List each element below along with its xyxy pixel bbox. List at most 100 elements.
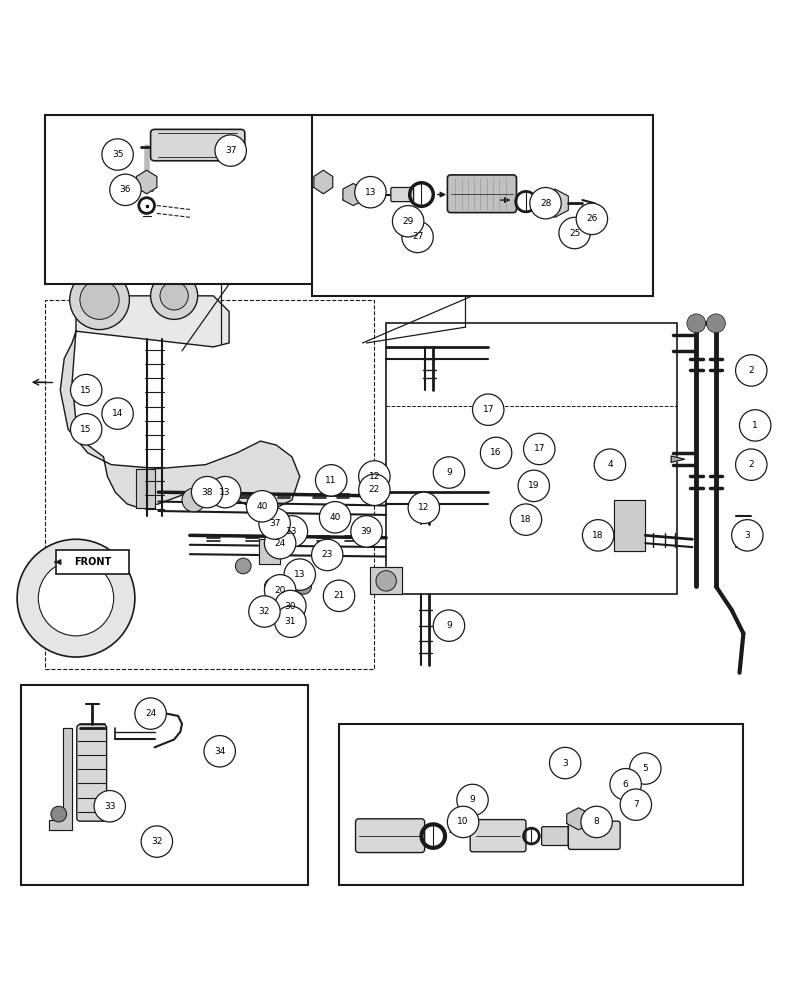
Circle shape xyxy=(247,491,278,522)
Circle shape xyxy=(249,596,281,627)
Text: 30: 30 xyxy=(284,602,296,611)
Text: 13: 13 xyxy=(294,570,306,579)
Circle shape xyxy=(510,504,541,535)
Circle shape xyxy=(265,575,296,606)
Text: 2: 2 xyxy=(749,366,754,375)
Circle shape xyxy=(581,806,612,838)
Circle shape xyxy=(110,174,141,206)
FancyBboxPatch shape xyxy=(470,820,526,852)
Text: 13: 13 xyxy=(365,188,376,197)
Circle shape xyxy=(351,516,382,547)
Text: 31: 31 xyxy=(284,617,296,626)
Circle shape xyxy=(69,270,129,330)
Text: 5: 5 xyxy=(642,764,649,773)
Polygon shape xyxy=(76,296,229,347)
Text: 1: 1 xyxy=(753,421,758,430)
Circle shape xyxy=(376,571,396,591)
Text: 9: 9 xyxy=(470,795,475,804)
Circle shape xyxy=(17,539,135,657)
Circle shape xyxy=(433,457,465,488)
Circle shape xyxy=(687,314,706,333)
Circle shape xyxy=(549,747,581,779)
Text: 13: 13 xyxy=(286,527,298,536)
Text: 12: 12 xyxy=(369,472,380,481)
Circle shape xyxy=(355,176,386,208)
Text: 3: 3 xyxy=(563,759,568,768)
Circle shape xyxy=(191,476,223,508)
Text: 27: 27 xyxy=(412,232,423,241)
Circle shape xyxy=(182,488,206,512)
Circle shape xyxy=(39,560,113,636)
Circle shape xyxy=(530,187,561,219)
Circle shape xyxy=(559,217,590,249)
FancyBboxPatch shape xyxy=(57,550,128,574)
Text: 28: 28 xyxy=(540,199,552,208)
Text: 8: 8 xyxy=(593,817,600,826)
Polygon shape xyxy=(343,184,364,206)
Circle shape xyxy=(151,272,198,319)
Bar xyxy=(311,115,653,296)
Circle shape xyxy=(359,474,390,505)
Circle shape xyxy=(739,410,771,441)
Circle shape xyxy=(448,806,479,838)
Text: 12: 12 xyxy=(418,503,429,512)
Circle shape xyxy=(141,826,173,857)
Text: 40: 40 xyxy=(256,502,268,511)
Text: 37: 37 xyxy=(225,146,236,155)
Text: 32: 32 xyxy=(151,837,162,846)
Polygon shape xyxy=(60,331,299,508)
Polygon shape xyxy=(370,567,402,594)
Text: 36: 36 xyxy=(120,185,132,194)
Bar xyxy=(21,685,307,885)
Circle shape xyxy=(731,520,763,551)
Circle shape xyxy=(102,139,133,170)
Polygon shape xyxy=(614,500,645,551)
Text: 24: 24 xyxy=(145,709,156,718)
Polygon shape xyxy=(671,456,685,462)
Text: 40: 40 xyxy=(329,513,340,522)
Text: 15: 15 xyxy=(80,386,92,395)
Text: 26: 26 xyxy=(586,214,597,223)
Polygon shape xyxy=(49,728,72,830)
Circle shape xyxy=(402,221,433,253)
Circle shape xyxy=(275,590,306,622)
Circle shape xyxy=(518,470,549,502)
Circle shape xyxy=(473,394,504,425)
Circle shape xyxy=(481,437,511,469)
Circle shape xyxy=(275,606,306,637)
Text: 2: 2 xyxy=(749,460,754,469)
Text: 9: 9 xyxy=(446,468,452,477)
Circle shape xyxy=(259,508,290,539)
Circle shape xyxy=(610,769,641,800)
Text: 25: 25 xyxy=(569,229,580,238)
Text: 15: 15 xyxy=(80,425,92,434)
Circle shape xyxy=(265,527,296,559)
Text: 13: 13 xyxy=(219,488,231,497)
Text: 32: 32 xyxy=(258,607,270,616)
Circle shape xyxy=(70,374,102,406)
Text: 7: 7 xyxy=(633,800,639,809)
Text: 17: 17 xyxy=(482,405,494,414)
Polygon shape xyxy=(136,469,154,508)
Circle shape xyxy=(80,280,119,319)
Circle shape xyxy=(359,461,390,492)
Text: 11: 11 xyxy=(325,476,337,485)
Text: 34: 34 xyxy=(214,747,225,756)
Text: 38: 38 xyxy=(202,488,213,497)
Circle shape xyxy=(204,736,236,767)
Circle shape xyxy=(408,492,440,524)
FancyBboxPatch shape xyxy=(448,175,516,213)
FancyBboxPatch shape xyxy=(76,725,106,821)
Circle shape xyxy=(284,559,315,590)
Text: 10: 10 xyxy=(457,817,469,826)
Text: 14: 14 xyxy=(112,409,123,418)
Bar xyxy=(386,323,677,594)
Circle shape xyxy=(392,206,424,237)
Circle shape xyxy=(236,558,251,574)
Polygon shape xyxy=(136,170,157,194)
Text: 18: 18 xyxy=(593,531,604,540)
Text: 20: 20 xyxy=(274,586,286,595)
Circle shape xyxy=(319,502,351,533)
Text: 16: 16 xyxy=(490,448,502,457)
Circle shape xyxy=(135,698,166,729)
